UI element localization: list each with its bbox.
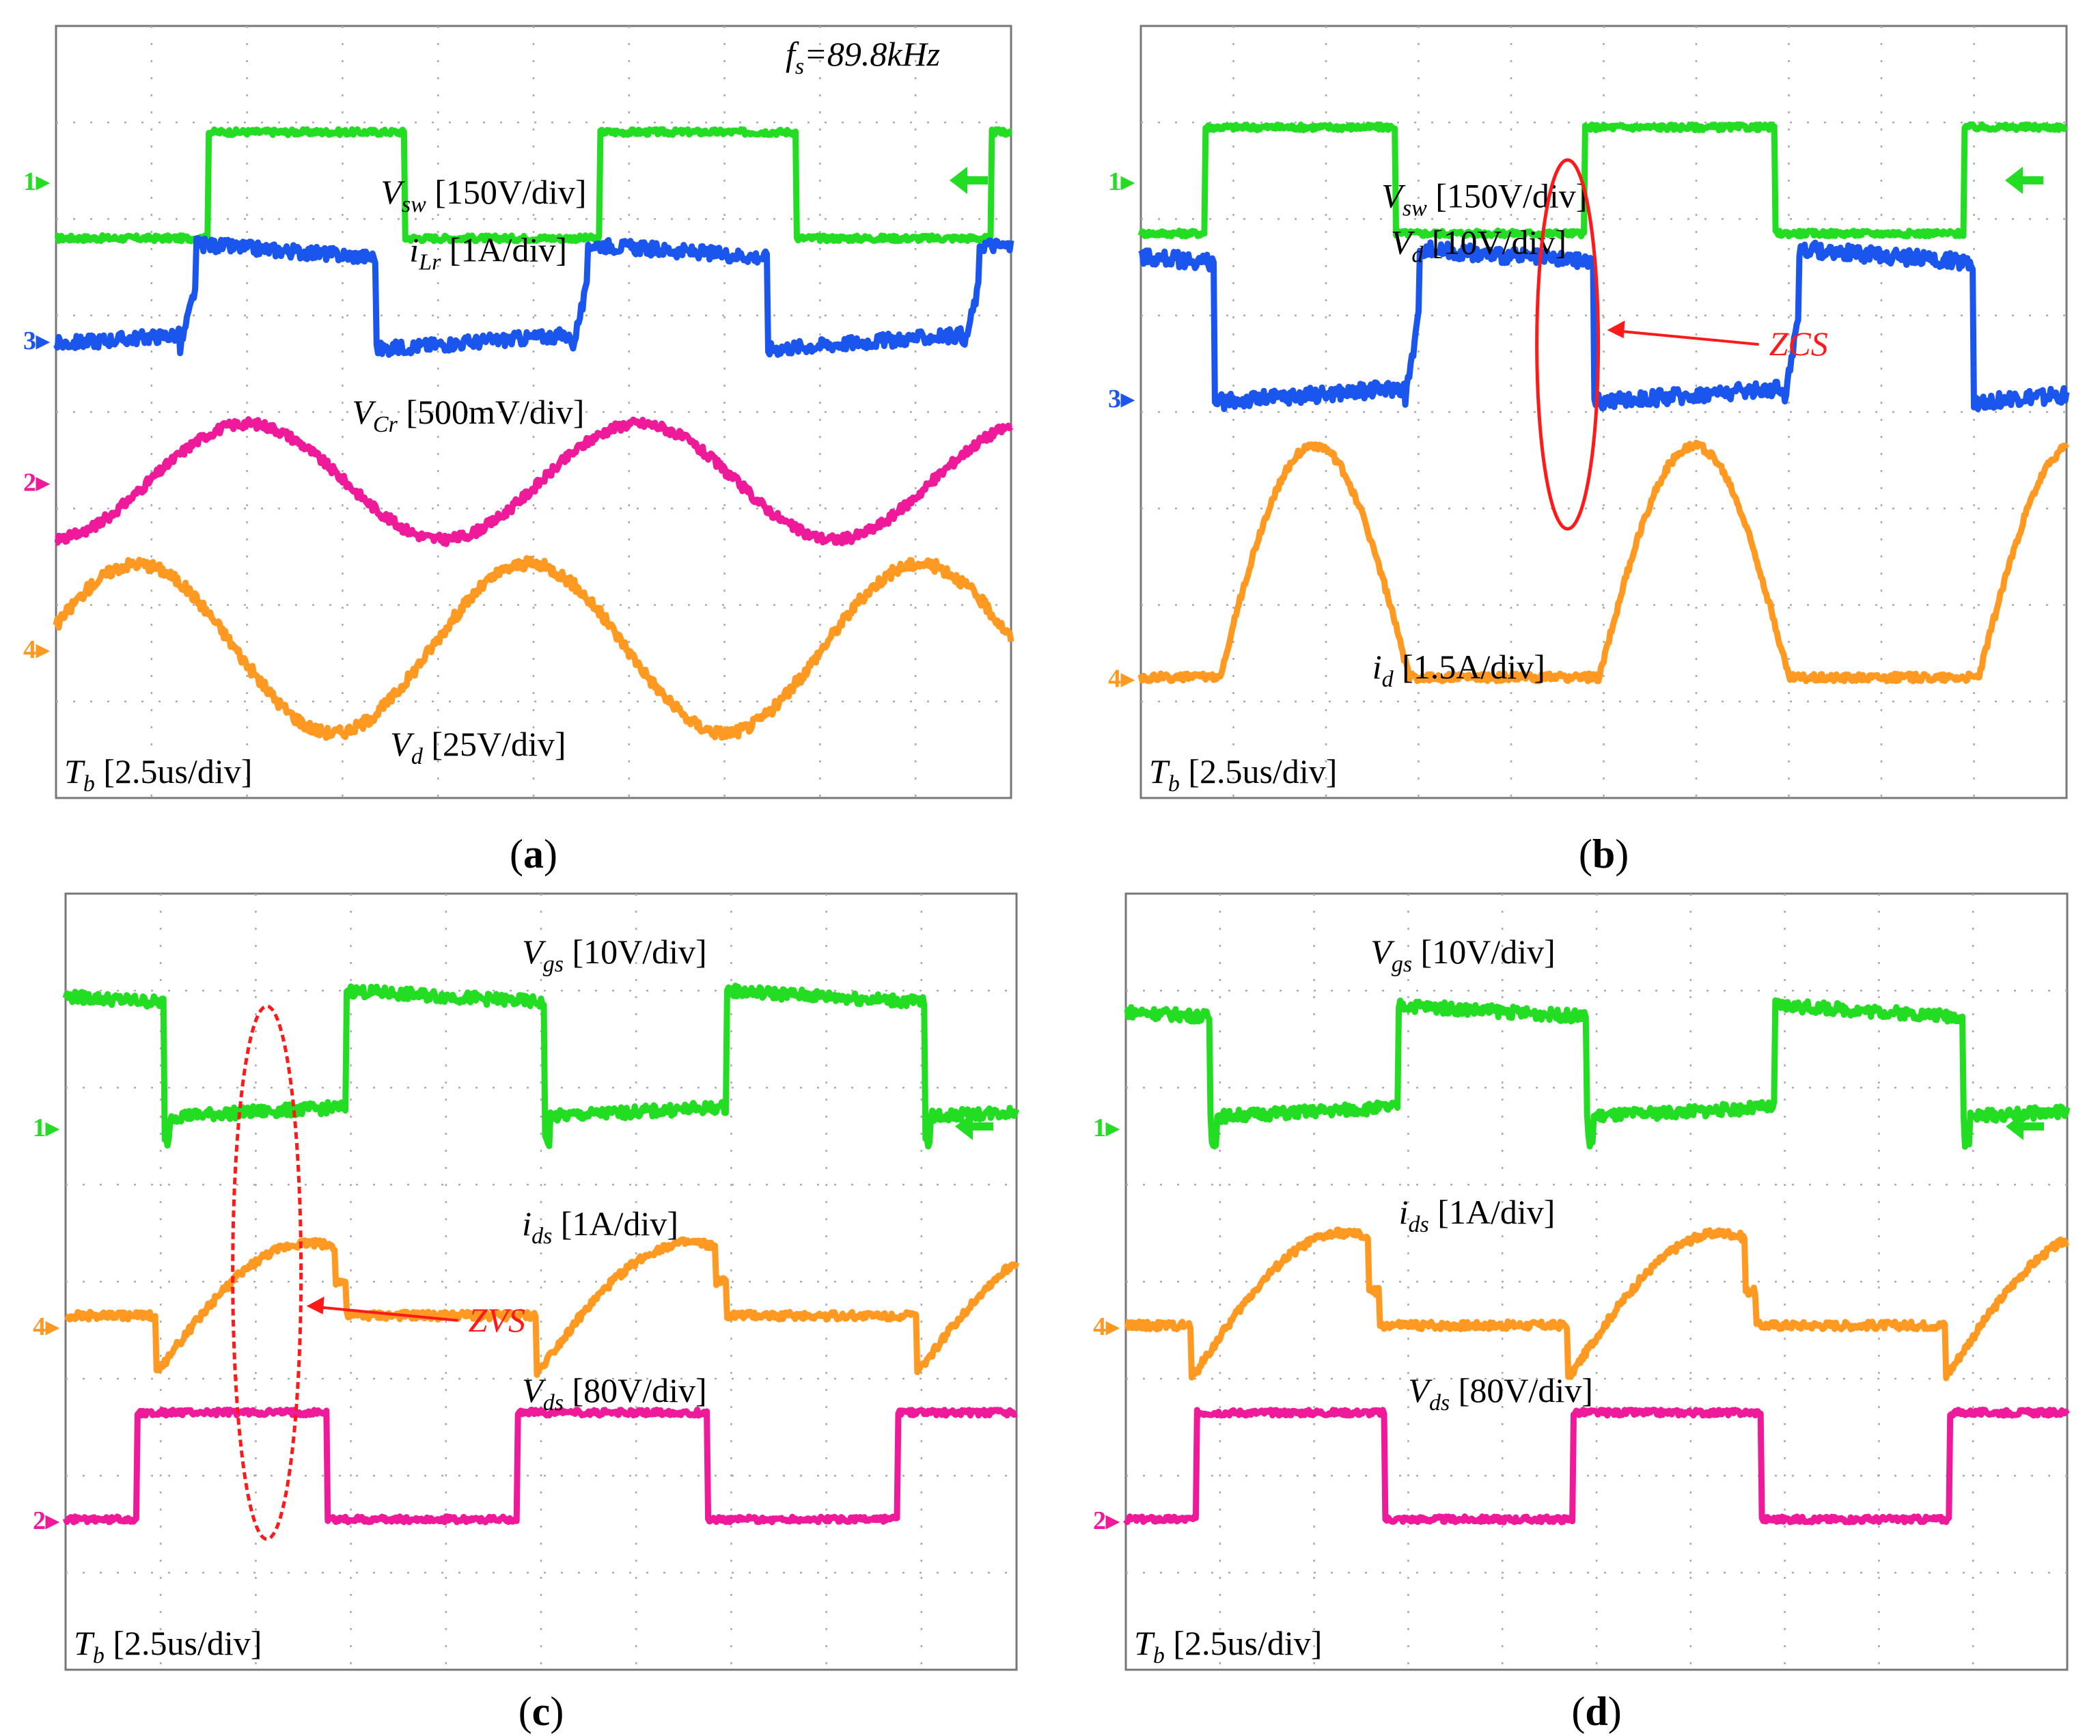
channel-marker-1: 1▸ [1093, 1114, 1120, 1142]
channel-marker-1: 1▸ [23, 167, 51, 196]
label-iLr: iLr [1A/div] [409, 231, 567, 275]
label-Vds: Vds [80V/div] [1408, 1371, 1592, 1416]
channel-marker-1: 1▸ [33, 1114, 60, 1142]
label-ids: ids [1A/div] [522, 1204, 678, 1249]
panel-b: 1▸ Vsw [150V/div]3▸Vd [10V/div]4▸ id [1.5A… [1108, 25, 2070, 877]
label-Vsw: Vsw [150V/div] [381, 173, 586, 217]
trace-id [1137, 439, 2069, 685]
channel-marker-2: 2▸ [33, 1506, 60, 1535]
trace-Vd [1138, 239, 2070, 413]
trigger-arrow [955, 1112, 993, 1140]
trigger-arrow [2006, 1112, 2044, 1140]
channel-marker-2: 2▸ [23, 469, 51, 497]
trace-VCr [54, 416, 1014, 547]
panel-caption: (c) [519, 1689, 564, 1734]
panel-caption: (d) [1571, 1689, 1621, 1734]
trace-Vsw [54, 126, 1013, 245]
panel-caption: (a) [510, 831, 557, 877]
label-VCr: VCr [500mV/div] [352, 393, 584, 437]
label-Vd: Vd [25V/div] [390, 725, 566, 769]
label-Vds: Vds [80V/div] [522, 1371, 706, 1416]
trigger-arrow [950, 167, 988, 194]
panel-a: 1▸ Vsw [150V/div] 3▸ iLr [1A/div] 2▸ VCr [500… [23, 25, 1014, 877]
annotation-ellipse [1535, 158, 1601, 531]
label-Vgs: Vgs [10V/div] [1370, 933, 1555, 977]
label-id: id [1.5A/div] [1372, 648, 1545, 692]
channel-marker-4: 4▸ [23, 635, 51, 664]
panel-d: 1▸ Vgs [10V/div] 4▸ ids [1A/div] 2▸ Vds [80V/… [1093, 892, 2071, 1734]
channel-marker-3: 3▸ [1108, 385, 1135, 413]
annotation-zcs: ZCS [1769, 325, 1828, 363]
annotation-ellipse [231, 1004, 303, 1541]
panel-caption: (b) [1579, 831, 1629, 877]
trace-Vgs [62, 982, 1020, 1150]
label-Vgs: Vgs [10V/div] [522, 933, 706, 977]
trace-ids [64, 1236, 1020, 1378]
label-ids: ids [1A/div] [1399, 1193, 1556, 1237]
annotation-zvs: ZVS [469, 1301, 525, 1339]
timebase-label: Tb [2.5us/div] [1134, 1624, 1322, 1668]
frequency-label: fs=89.8kHz [786, 35, 940, 79]
panel-c: 1▸ Vgs [10V/div] 4▸ ids [1A/div] 2▸ Vds [80V/… [33, 892, 1020, 1734]
annotation-arrow-line [1615, 329, 1759, 346]
trace-Vd [53, 555, 1014, 741]
trace-ids [1124, 1226, 2070, 1381]
channel-marker-2: 2▸ [1093, 1506, 1120, 1535]
trace-Vgs [1124, 997, 2071, 1150]
trace-Vsw [1137, 121, 2069, 240]
timebase-label: Tb [2.5us/div] [74, 1624, 262, 1668]
channel-marker-3: 3▸ [23, 327, 51, 355]
trigger-arrow [2005, 167, 2043, 194]
channel-marker-1: 1▸ [1108, 167, 1135, 196]
annotation-arrow-head [306, 1296, 324, 1314]
channel-marker-4: 4▸ [1108, 664, 1135, 693]
trace-Vds [62, 1407, 1019, 1526]
annotation-arrow-head [1607, 320, 1625, 339]
channel-marker-4: 4▸ [1093, 1312, 1120, 1341]
label-Vsw: Vsw [150V/div] [1381, 177, 1587, 221]
trace-iLr [53, 235, 1014, 358]
timebase-label: Tb [2.5us/div] [64, 752, 252, 797]
channel-marker-4: 4▸ [33, 1312, 60, 1341]
timebase-label: Tb [2.5us/div] [1149, 752, 1337, 797]
trace-Vds [1123, 1407, 2070, 1526]
annotation-arrow-line [314, 1305, 458, 1322]
